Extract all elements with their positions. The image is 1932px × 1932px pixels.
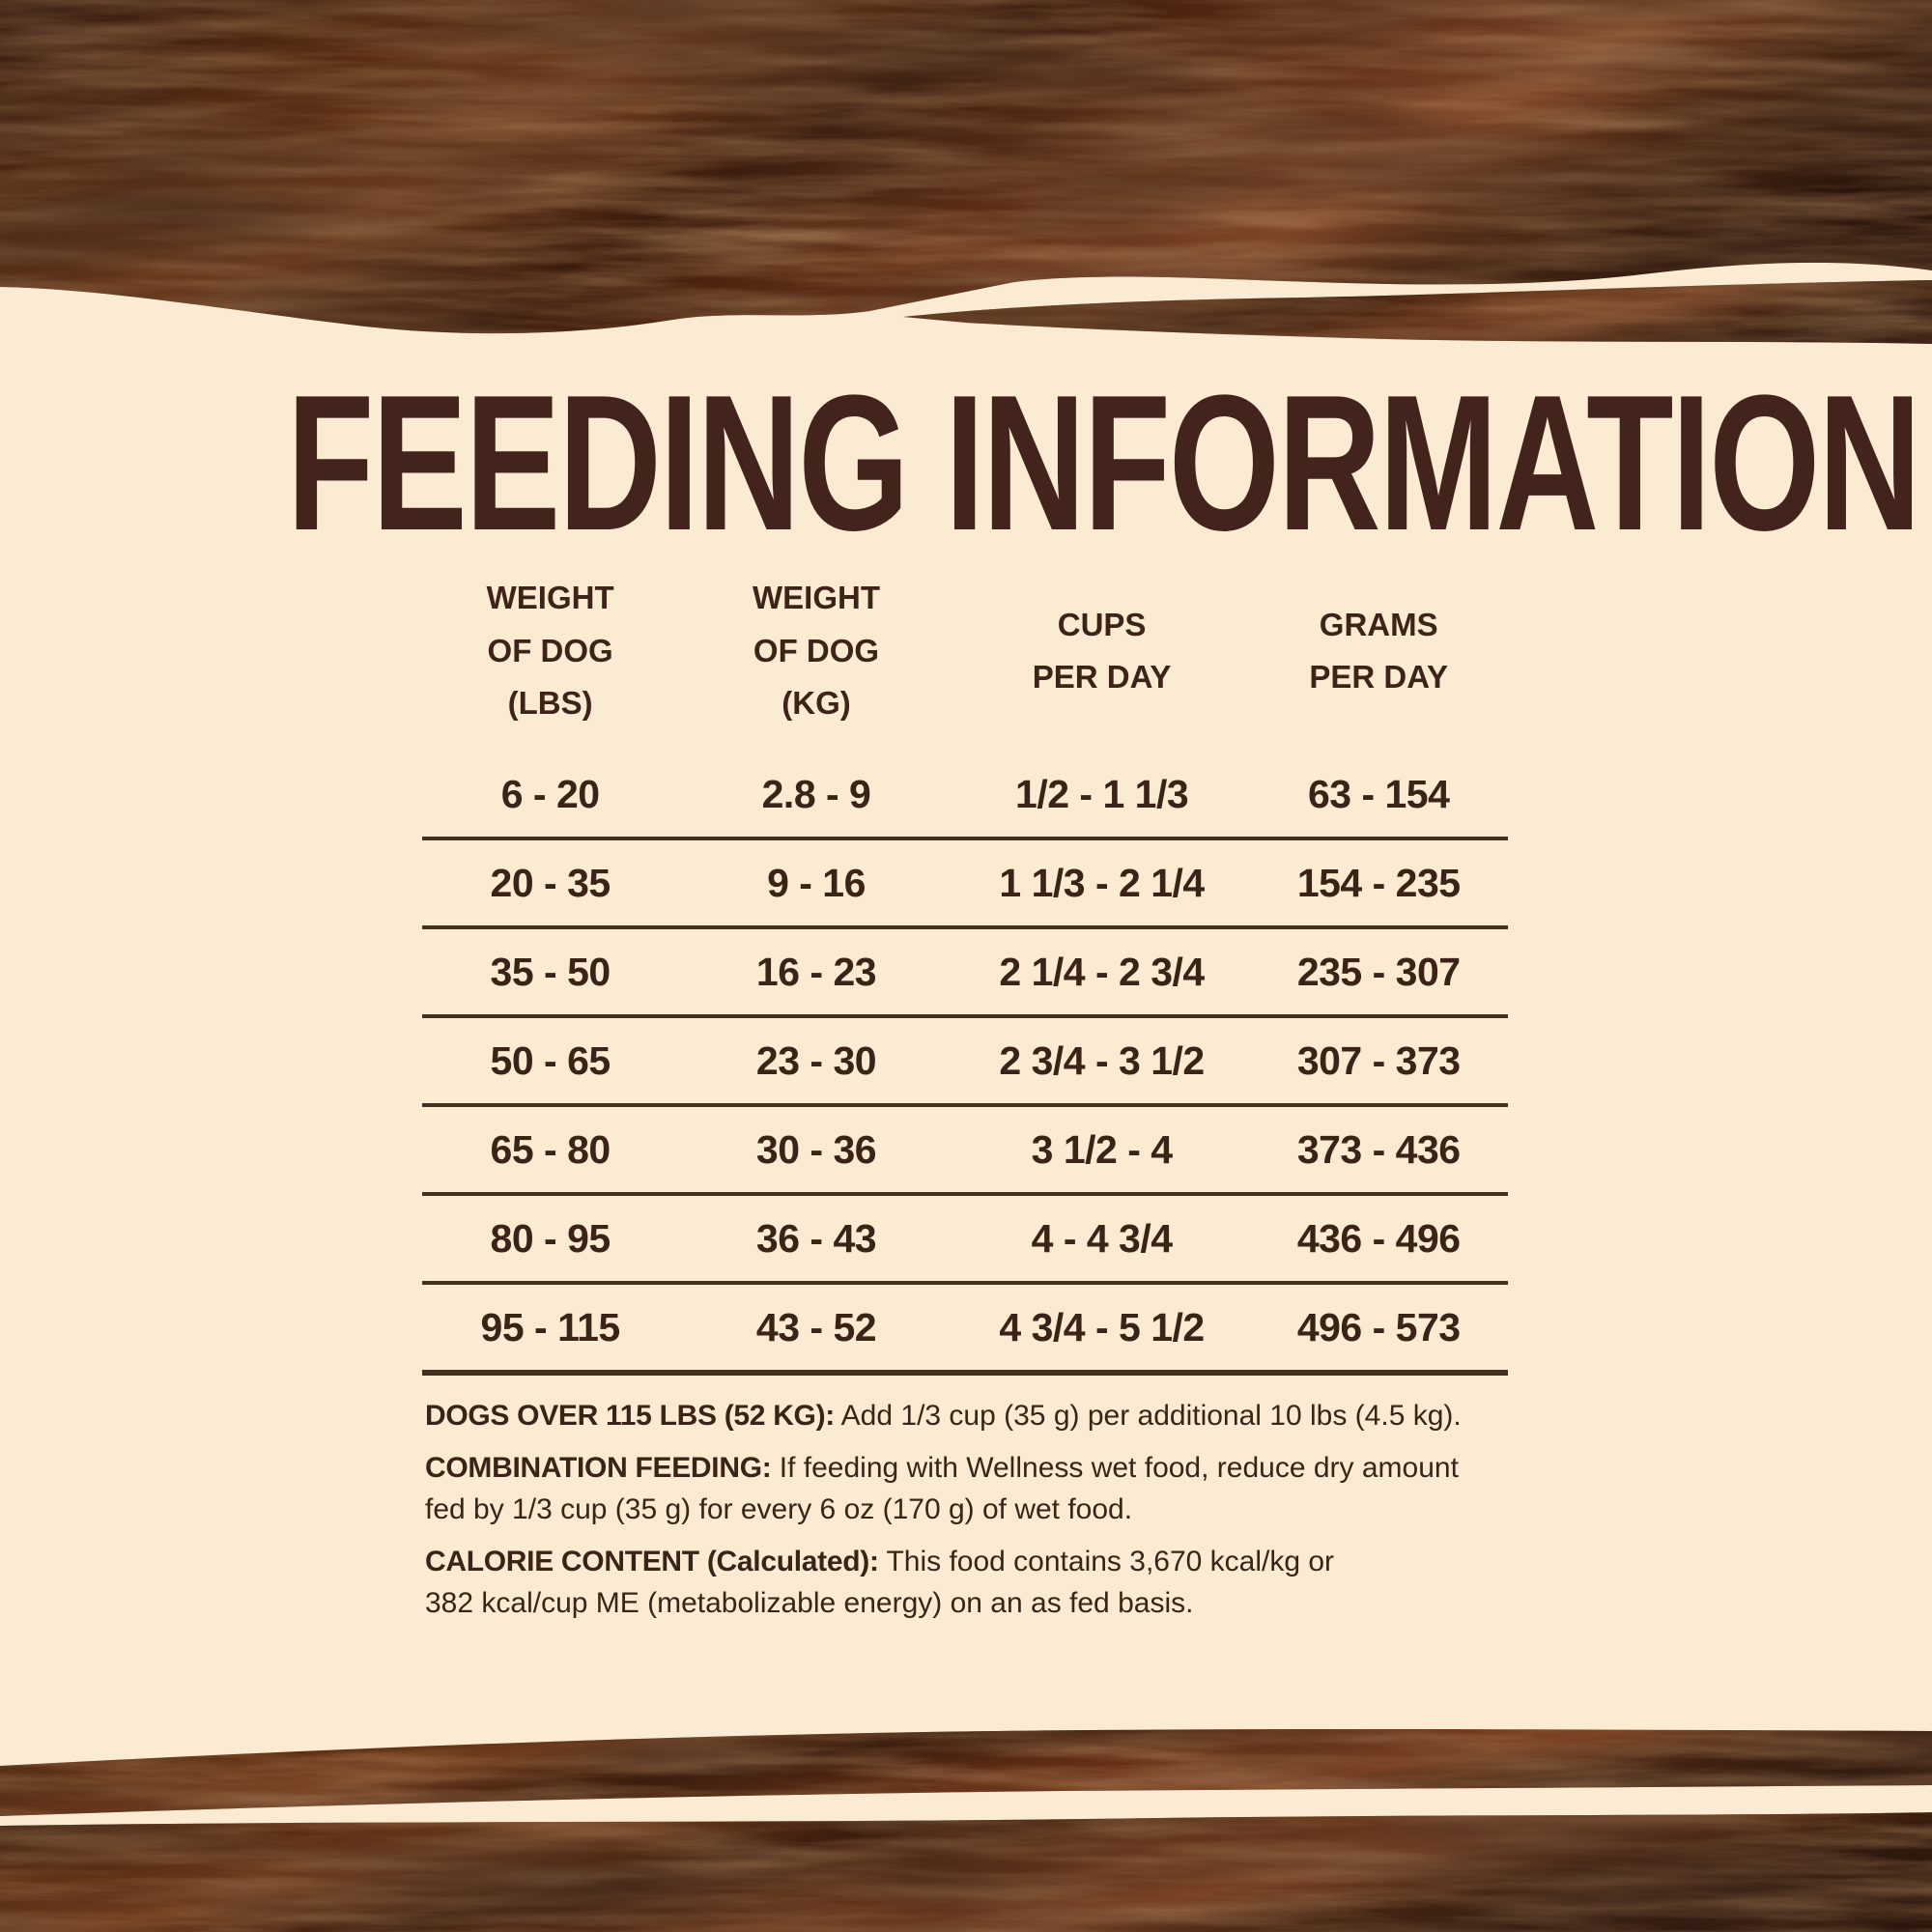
page-title-text: FEEDING INFORMATION xyxy=(286,355,1921,571)
note-calorie-content: CALORIE CONTENT (Calculated): This food … xyxy=(425,1541,1652,1624)
feeding-table-body: 6 - 20 2.8 - 9 1/2 - 1 1/3 63 - 154 20 -… xyxy=(422,752,1508,1376)
cell-grams-per-day: 373 - 436 xyxy=(1296,1126,1461,1172)
feeding-table: WEIGHT OF DOG (LBS) WEIGHT OF DOG (KG) C… xyxy=(422,568,1508,1376)
cell-weight-kg: 43 - 52 xyxy=(755,1304,877,1350)
cell-weight-lbs: 50 - 65 xyxy=(490,1037,611,1083)
cell-grams-per-day: 63 - 154 xyxy=(1307,771,1450,816)
feeding-notes: DOGS OVER 115 LBS (52 KG): Add 1/3 cup (… xyxy=(425,1395,1652,1634)
cell-weight-kg: 36 - 43 xyxy=(755,1215,877,1261)
cell-weight-kg: 16 - 23 xyxy=(755,949,877,994)
cell-cups-per-day: 4 3/4 - 5 1/2 xyxy=(999,1304,1205,1350)
note-text: If feeding with Wellness wet food, reduc… xyxy=(425,1452,1459,1525)
column-header-cups-per-day: CUPS PER DAY xyxy=(1032,606,1172,695)
cell-weight-lbs: 95 - 115 xyxy=(480,1304,621,1350)
cell-weight-lbs: 35 - 50 xyxy=(490,949,611,994)
column-header-weight-kg: WEIGHT OF DOG (KG) xyxy=(753,580,880,722)
bottom-wood-band xyxy=(0,1812,1932,1932)
cell-grams-per-day: 436 - 496 xyxy=(1296,1215,1461,1261)
column-header-weight-lbs: WEIGHT OF DOG (LBS) xyxy=(486,580,614,722)
cell-weight-kg: 23 - 30 xyxy=(755,1037,877,1083)
table-row: 65 - 80 30 - 36 3 1/2 - 4 373 - 436 xyxy=(422,1107,1508,1196)
cell-grams-per-day: 235 - 307 xyxy=(1296,949,1461,994)
note-text: Add 1/3 cup (35 g) per additional 10 lbs… xyxy=(834,1400,1462,1432)
cell-weight-kg: 30 - 36 xyxy=(755,1126,877,1172)
table-row: 95 - 115 43 - 52 4 3/4 - 5 1/2 496 - 573 xyxy=(422,1285,1508,1376)
table-row: 35 - 50 16 - 23 2 1/4 - 2 3/4 235 - 307 xyxy=(422,929,1508,1018)
table-row: 50 - 65 23 - 30 2 3/4 - 3 1/2 307 - 373 xyxy=(422,1018,1508,1107)
cell-cups-per-day: 4 - 4 3/4 xyxy=(1031,1215,1173,1261)
cell-cups-per-day: 2 1/4 - 2 3/4 xyxy=(999,949,1205,994)
cell-weight-kg: 2.8 - 9 xyxy=(761,771,871,816)
cell-cups-per-day: 3 1/2 - 4 xyxy=(1031,1126,1173,1172)
cell-weight-lbs: 20 - 35 xyxy=(490,860,611,905)
cell-weight-lbs: 80 - 95 xyxy=(490,1215,611,1261)
note-label: CALORIE CONTENT (Calculated): xyxy=(425,1546,879,1577)
note-combination-feeding: COMBINATION FEEDING: If feeding with Wel… xyxy=(425,1447,1652,1530)
cell-grams-per-day: 154 - 235 xyxy=(1296,860,1461,905)
note-label: COMBINATION FEEDING: xyxy=(425,1452,772,1484)
cell-cups-per-day: 1 1/3 - 2 1/4 xyxy=(999,860,1205,905)
column-header-grams-per-day: GRAMS PER DAY xyxy=(1309,606,1449,695)
top-wood-band xyxy=(0,0,1932,334)
table-row: 6 - 20 2.8 - 9 1/2 - 1 1/3 63 - 154 xyxy=(422,752,1508,840)
note-label: DOGS OVER 115 LBS (52 KG): xyxy=(425,1400,835,1432)
bottom-wood-stripe xyxy=(0,1729,1932,1816)
cell-cups-per-day: 2 3/4 - 3 1/2 xyxy=(999,1037,1205,1083)
cell-grams-per-day: 496 - 573 xyxy=(1296,1304,1461,1350)
note-dogs-over-115: DOGS OVER 115 LBS (52 KG): Add 1/3 cup (… xyxy=(425,1395,1652,1436)
feeding-table-header: WEIGHT OF DOG (LBS) WEIGHT OF DOG (KG) C… xyxy=(422,568,1508,734)
page-title: FEEDING INFORMATION xyxy=(0,367,1932,560)
note-text: This food contains 3,670 kcal/kg or 382 … xyxy=(425,1546,1335,1619)
table-row: 20 - 35 9 - 16 1 1/3 - 2 1/4 154 - 235 xyxy=(422,840,1508,929)
cell-cups-per-day: 1/2 - 1 1/3 xyxy=(1015,771,1189,816)
cell-weight-lbs: 65 - 80 xyxy=(490,1126,611,1172)
cell-weight-kg: 9 - 16 xyxy=(767,860,866,905)
cell-grams-per-day: 307 - 373 xyxy=(1296,1037,1461,1083)
table-row: 80 - 95 36 - 43 4 - 4 3/4 436 - 496 xyxy=(422,1196,1508,1285)
cell-weight-lbs: 6 - 20 xyxy=(500,771,600,816)
